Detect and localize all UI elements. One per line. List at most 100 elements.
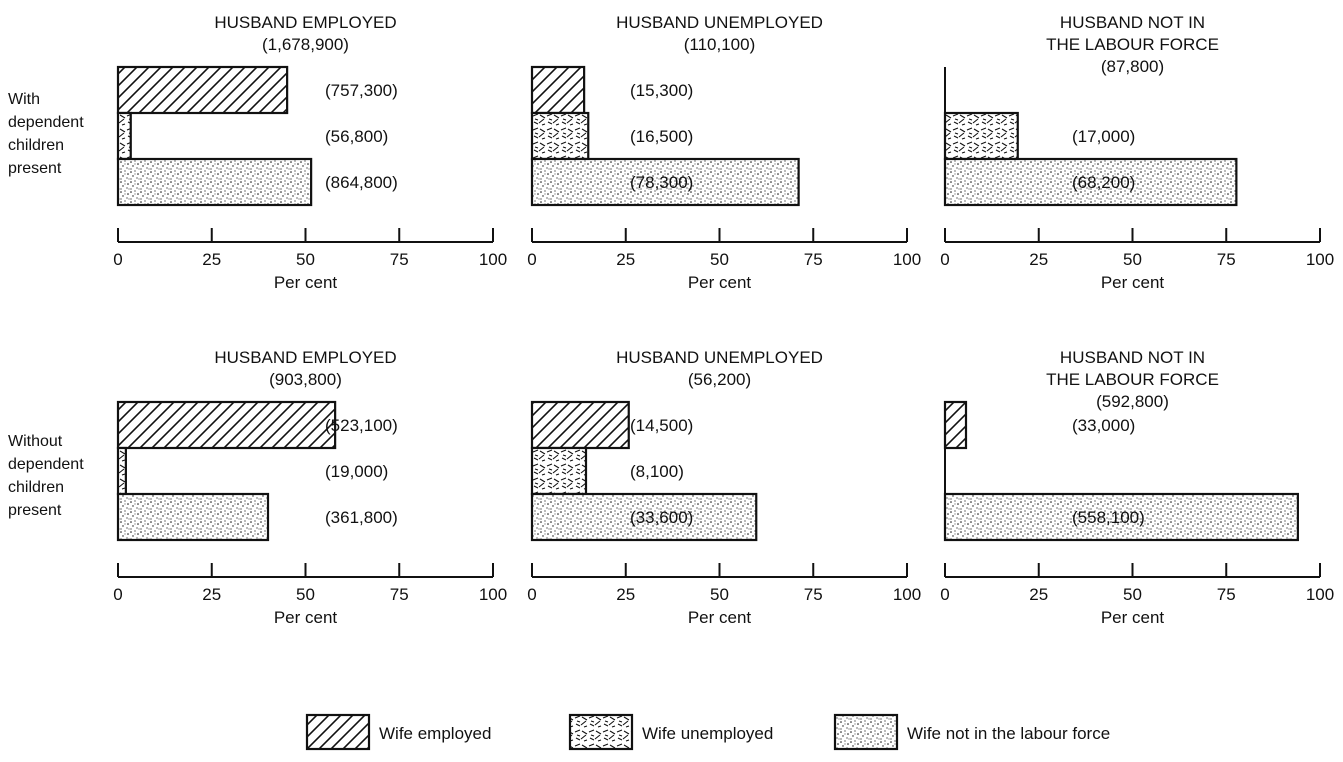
x-tick-label: 75 <box>1217 585 1236 604</box>
bar-wife-employed <box>530 400 630 450</box>
x-tick-label: 25 <box>1029 250 1048 269</box>
panel-total: (110,100) <box>684 35 756 54</box>
panel-without-children-3: HUSBAND NOT IN THE LABOUR FORCE (592,800) (… <box>940 348 1334 627</box>
bar-wife-employed <box>116 400 337 450</box>
panel-with-children-3: HUSBAND NOT IN THE LABOUR FORCE (87,800) (1… <box>940 13 1334 292</box>
legend-item: Wife unemployed <box>568 713 773 751</box>
panel-title: THE LABOUR FORCE <box>1046 35 1219 54</box>
panel-title: HUSBAND NOT IN <box>1060 348 1205 367</box>
x-tick-label: 50 <box>710 250 729 269</box>
bar-wife-unemployed <box>116 111 132 161</box>
legend-swatch-stipple <box>833 713 899 751</box>
x-tick-label: 75 <box>390 250 409 269</box>
bar-count-label: (16,500) <box>630 127 693 146</box>
bar-count-label: (8,100) <box>630 462 684 481</box>
row-labels-layer: With dependent children present Without depen… <box>8 91 84 519</box>
x-tick-label: 100 <box>479 250 507 269</box>
x-tick-label: 0 <box>940 250 949 269</box>
row-label: children <box>8 137 64 154</box>
x-tick-label: 100 <box>479 585 507 604</box>
x-tick-label: 50 <box>296 585 315 604</box>
bar-count-label: (14,500) <box>630 416 693 435</box>
x-tick-label: 25 <box>1029 585 1048 604</box>
bar-wife-employed <box>116 65 289 115</box>
legend-swatch-wavy-hatch <box>568 713 634 751</box>
panel-title: HUSBAND NOT IN <box>1060 13 1205 32</box>
bar-count-label: (757,300) <box>325 81 398 100</box>
bar-wife-unemployed <box>116 446 127 496</box>
row-label: children <box>8 479 64 496</box>
x-axis-title: Per cent <box>274 608 338 627</box>
x-tick-label: 25 <box>202 585 221 604</box>
panels-layer: HUSBAND EMPLOYED (1,678,900) (757,300) (56,… <box>113 13 1334 627</box>
x-tick-label: 75 <box>390 585 409 604</box>
x-tick-label: 0 <box>940 585 949 604</box>
bar-wife-not-in-the-labour-force <box>943 492 1299 542</box>
legend-label: Wife unemployed <box>642 724 773 743</box>
bar-count-label: (78,300) <box>630 173 693 192</box>
x-tick-label: 50 <box>1123 250 1142 269</box>
x-tick-label: 50 <box>710 585 729 604</box>
legend-label: Wife employed <box>379 724 491 743</box>
bar-count-label: (68,200) <box>1072 173 1135 192</box>
x-axis-title: Per cent <box>274 273 338 292</box>
legend-item: Wife not in the labour force <box>833 713 1110 751</box>
x-tick-label: 0 <box>113 250 122 269</box>
x-tick-label: 75 <box>804 585 823 604</box>
x-axis-title: Per cent <box>688 273 752 292</box>
bar-count-label: (864,800) <box>325 173 398 192</box>
x-tick-label: 50 <box>296 250 315 269</box>
panel-title: HUSBAND UNEMPLOYED <box>616 13 823 32</box>
row-label: dependent <box>8 114 84 131</box>
bar-wife-unemployed <box>530 446 588 496</box>
bar-wife-unemployed <box>530 111 590 161</box>
panel-with-children-1: HUSBAND EMPLOYED (1,678,900) (757,300) (56,… <box>113 13 507 292</box>
x-axis-title: Per cent <box>1101 273 1165 292</box>
x-tick-label: 25 <box>616 250 635 269</box>
panel-title: THE LABOUR FORCE <box>1046 370 1219 389</box>
row-label: With <box>8 91 40 108</box>
x-tick-label: 0 <box>527 585 536 604</box>
legend-swatch-diagonal-hatch <box>305 713 371 751</box>
legend: Wife employed Wife unemployed Wife not in … <box>305 713 1110 751</box>
bar-count-label: (56,800) <box>325 127 388 146</box>
bar-wife-not-in-the-labour-force <box>116 157 313 207</box>
bar-count-label: (361,800) <box>325 508 398 527</box>
panel-total: (1,678,900) <box>262 35 349 54</box>
x-tick-label: 75 <box>1217 250 1236 269</box>
x-tick-label: 0 <box>113 585 122 604</box>
legend-label: Wife not in the labour force <box>907 724 1110 743</box>
panel-total: (87,800) <box>1101 57 1164 76</box>
bar-wife-employed <box>943 400 968 450</box>
bar-count-label: (33,600) <box>630 508 693 527</box>
panel-total: (56,200) <box>688 370 751 389</box>
x-tick-label: 25 <box>616 585 635 604</box>
panel-without-children-2: HUSBAND UNEMPLOYED (56,200) (14,500) (8,100… <box>527 348 921 627</box>
bar-count-label: (15,300) <box>630 81 693 100</box>
panel-title: HUSBAND EMPLOYED <box>214 348 396 367</box>
panel-title: HUSBAND EMPLOYED <box>214 13 396 32</box>
x-tick-label: 50 <box>1123 585 1142 604</box>
legend-item: Wife employed <box>305 713 491 751</box>
row-label: present <box>8 160 62 177</box>
x-axis-title: Per cent <box>688 608 752 627</box>
bar-wife-not-in-the-labour-force <box>530 492 758 542</box>
row-label: present <box>8 502 62 519</box>
x-tick-label: 25 <box>202 250 221 269</box>
bar-wife-not-in-the-labour-force <box>116 492 270 542</box>
panel-total: (592,800) <box>1096 392 1169 411</box>
row-label: dependent <box>8 456 84 473</box>
bar-wife-employed <box>530 65 586 115</box>
bar-count-label: (19,000) <box>325 462 388 481</box>
row-label: Without <box>8 433 63 450</box>
bar-wife-unemployed <box>943 111 1019 161</box>
bar-count-label: (558,100) <box>1072 508 1145 527</box>
x-tick-label: 100 <box>1306 250 1334 269</box>
x-tick-label: 0 <box>527 250 536 269</box>
x-tick-label: 100 <box>893 585 921 604</box>
bar-count-label: (17,000) <box>1072 127 1135 146</box>
x-tick-label: 75 <box>804 250 823 269</box>
bar-count-label: (33,000) <box>1072 416 1135 435</box>
x-tick-label: 100 <box>1306 585 1334 604</box>
